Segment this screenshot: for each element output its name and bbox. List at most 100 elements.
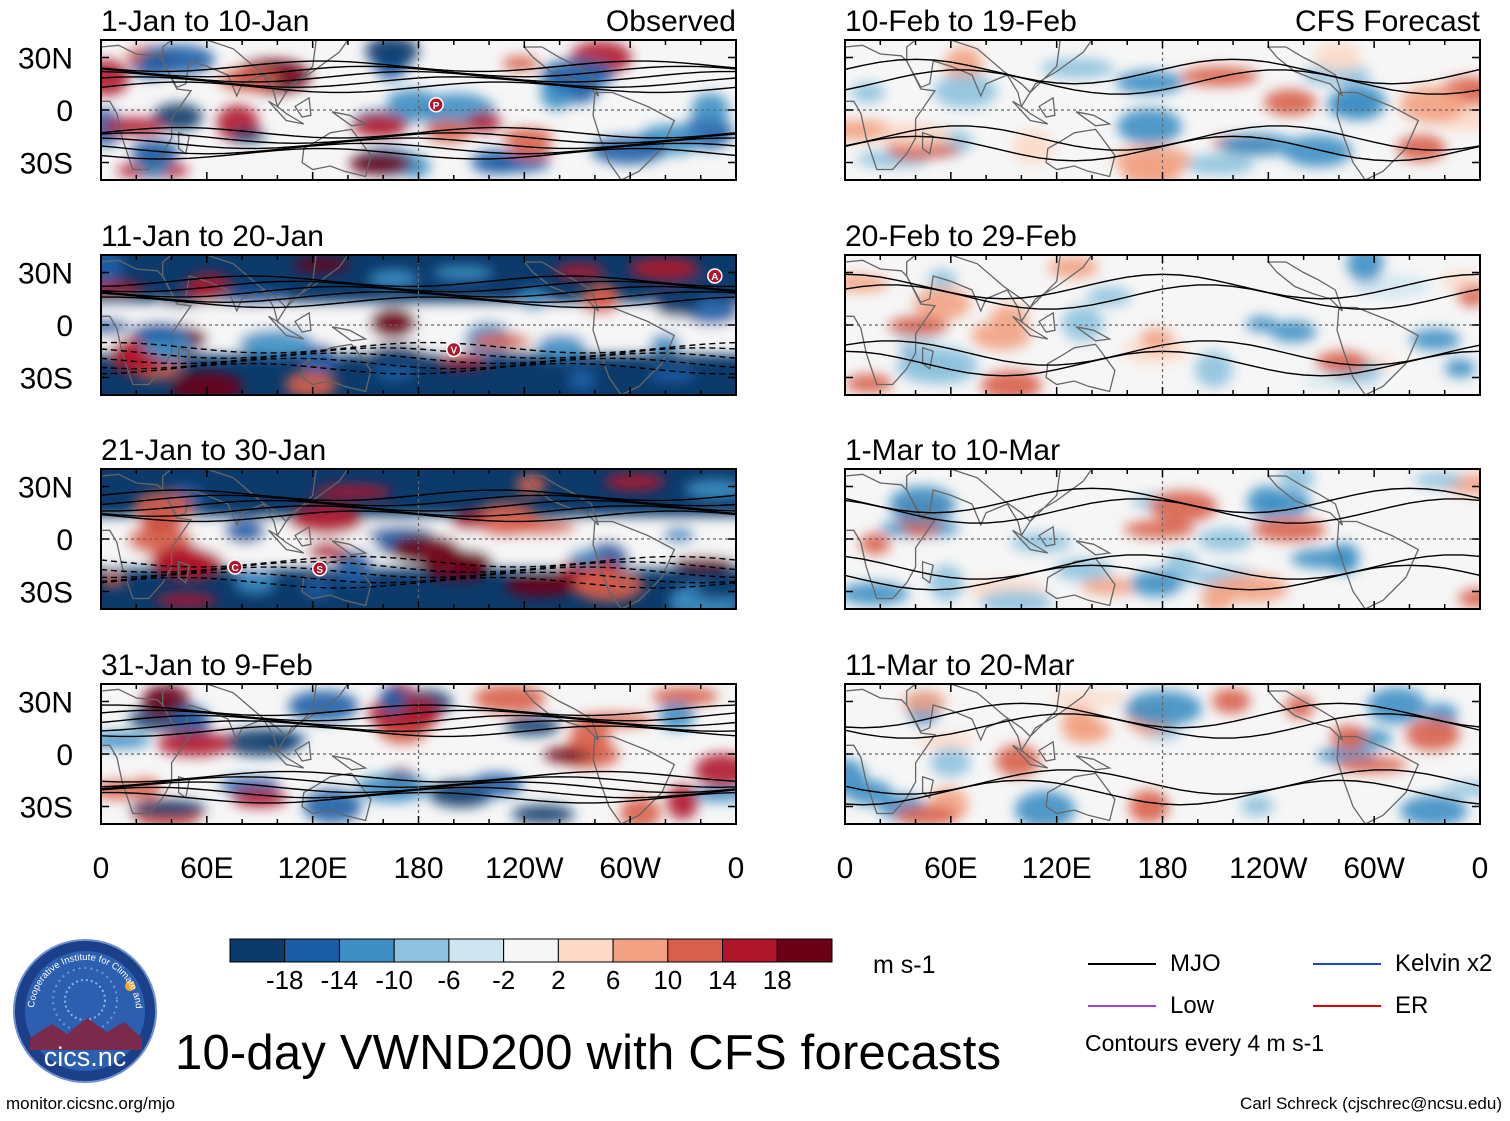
panel-1-anomaly-blob (365, 40, 420, 67)
panel-6-coastlines (845, 255, 1420, 395)
panel-7-anomaly-blob (979, 590, 1053, 609)
panel-2-coastline (331, 326, 368, 342)
panel-1-coastline (592, 91, 676, 180)
panel-3-title: 21-Jan to 30-Jan (101, 434, 326, 467)
panel-2-contour-line (101, 352, 736, 365)
panel-4-contour-line (101, 720, 736, 733)
panel-4-contour-line (101, 786, 736, 799)
panel-6-coastline (906, 255, 1093, 324)
colorbar-label: 18 (763, 965, 792, 995)
x-tick-label: 180 (393, 852, 443, 885)
colorbar-label: -2 (492, 965, 515, 995)
colorbar-swatch (393, 938, 450, 963)
panel-6-anomaly-blob (1347, 255, 1384, 283)
legend-item-er: ER (1313, 992, 1428, 1020)
panel-5-coastline (1336, 91, 1420, 180)
panel-3-coastline (101, 473, 193, 600)
panel-1-anomaly-blob (152, 103, 203, 131)
panel-3-coastline (268, 529, 305, 554)
x-tick-label: 120E (1022, 852, 1092, 885)
panel-7: 1-Mar to 10-Mar (844, 434, 1481, 610)
panel-1-coastline (162, 40, 349, 109)
panel-4-anomaly-blob (651, 686, 719, 706)
panel-1-anomaly-blob (691, 93, 730, 124)
logo-name: cics.nc (44, 1042, 127, 1072)
y-tick-label: 0 (56, 95, 73, 128)
panel-3-anomaly-blob (154, 593, 217, 608)
panel-3-coastline (592, 520, 676, 609)
x-tick-label: 120W (485, 852, 564, 885)
panel-8-anomaly-blob (902, 690, 947, 713)
panel-6-anomaly-blob (1086, 287, 1132, 306)
panel-7-anomalies (845, 469, 1480, 609)
panel-5-coastline (1045, 128, 1116, 178)
panel-8-ticks (844, 684, 1481, 824)
panel-6-anomaly-blob (913, 286, 971, 321)
panel-1-contour-line (101, 81, 736, 94)
panel-4-coastline (331, 755, 368, 771)
panel-7-anomaly-blob (1216, 574, 1289, 603)
panel-7-coastline (1038, 525, 1056, 547)
panel-8-anomaly-blob (1128, 790, 1169, 824)
panel-8-anomaly-blob (1240, 795, 1274, 817)
contour-interval-note: Contours every 4 m s-1 (1085, 1030, 1325, 1056)
y-tick-label: 30N (18, 43, 73, 76)
panel-7-coastline (1045, 557, 1116, 607)
panel-6-coastline (1266, 261, 1344, 312)
panel-1-coastline (268, 100, 305, 125)
panel-1-anomaly-blob (466, 112, 502, 133)
panel-2-ticks (100, 255, 737, 395)
x-tick-label: 0 (93, 852, 110, 885)
marker-circle (311, 561, 328, 577)
marker-circle (428, 97, 444, 113)
legend-swatch-mjo (1088, 963, 1156, 965)
panel-4-contour-line (101, 704, 736, 717)
panel-5-field (845, 40, 1480, 180)
panel-4-contour-line (101, 709, 736, 722)
panel-2-anomaly-blob (368, 269, 419, 289)
panel-2-anomaly-blob (433, 265, 494, 281)
y-tick-label: 0 (56, 524, 73, 557)
panel-7-anomaly-blob (889, 485, 956, 524)
x-tick-label: 180 (1137, 852, 1187, 885)
colorbar-swatch (557, 938, 614, 963)
panel-3-anomaly-blob (390, 534, 460, 566)
panel-7-anomaly-blob (1247, 485, 1285, 519)
panel-7-coastline (1012, 529, 1049, 554)
panel-8-anomaly-blob (1441, 781, 1480, 797)
panel-7-anomaly-blob (1252, 517, 1326, 542)
panel-5-coastlines (845, 40, 1420, 180)
panel-3-marker-c: C (227, 559, 243, 575)
panel-2-anomaly-blob (238, 329, 315, 358)
colorbar-swatch (667, 938, 724, 963)
panel-6-anomaly-blob (1270, 320, 1317, 343)
panel-2-marker-a: A (707, 268, 723, 284)
panel-7-contour-line (845, 564, 1480, 591)
panel-3-anomaly-blob (101, 571, 127, 587)
x-tick-label: 0 (837, 852, 854, 885)
panel-3-anomaly-blob (671, 556, 736, 571)
panel-5-anomaly-blob (1326, 89, 1379, 119)
panel-4-coastline (522, 690, 600, 741)
panel-5-anomaly-blob (1314, 42, 1362, 72)
panel-5-ticks (844, 40, 1481, 180)
panel-1-contour-line (101, 142, 736, 155)
panel-5-tag: CFS Forecast (1295, 5, 1481, 38)
y-tick-label: 30N (18, 687, 73, 720)
panel-4-anomaly-blob (288, 690, 359, 722)
panel-8-anomaly-blob (1014, 790, 1076, 824)
panel-4-anomaly-blob (694, 753, 736, 788)
panel-5-coastline (1012, 100, 1049, 125)
panel-5-coastline (921, 131, 934, 155)
panel-1-coastline (331, 111, 368, 127)
panels-layer: P 30N 0 30S 1-Jan to 10-Jan Observed A V 30N 0 30S… (18, 5, 1481, 825)
panel-4-anomaly-blob (378, 686, 408, 714)
colorbar: -18 -14 -10 -6 -2 2 6 10 14 18 (229, 938, 833, 995)
panel-2-anomaly-blob (300, 344, 341, 374)
panel-7-anomaly-blob (1278, 469, 1315, 492)
colorbar-label: 6 (606, 965, 620, 995)
panel-2-anomaly-blob (131, 321, 187, 342)
panel-8-anomaly-blob (1050, 691, 1128, 706)
panel-5-anomaly-blob (1115, 70, 1184, 95)
colorbar-swatch (338, 938, 395, 963)
